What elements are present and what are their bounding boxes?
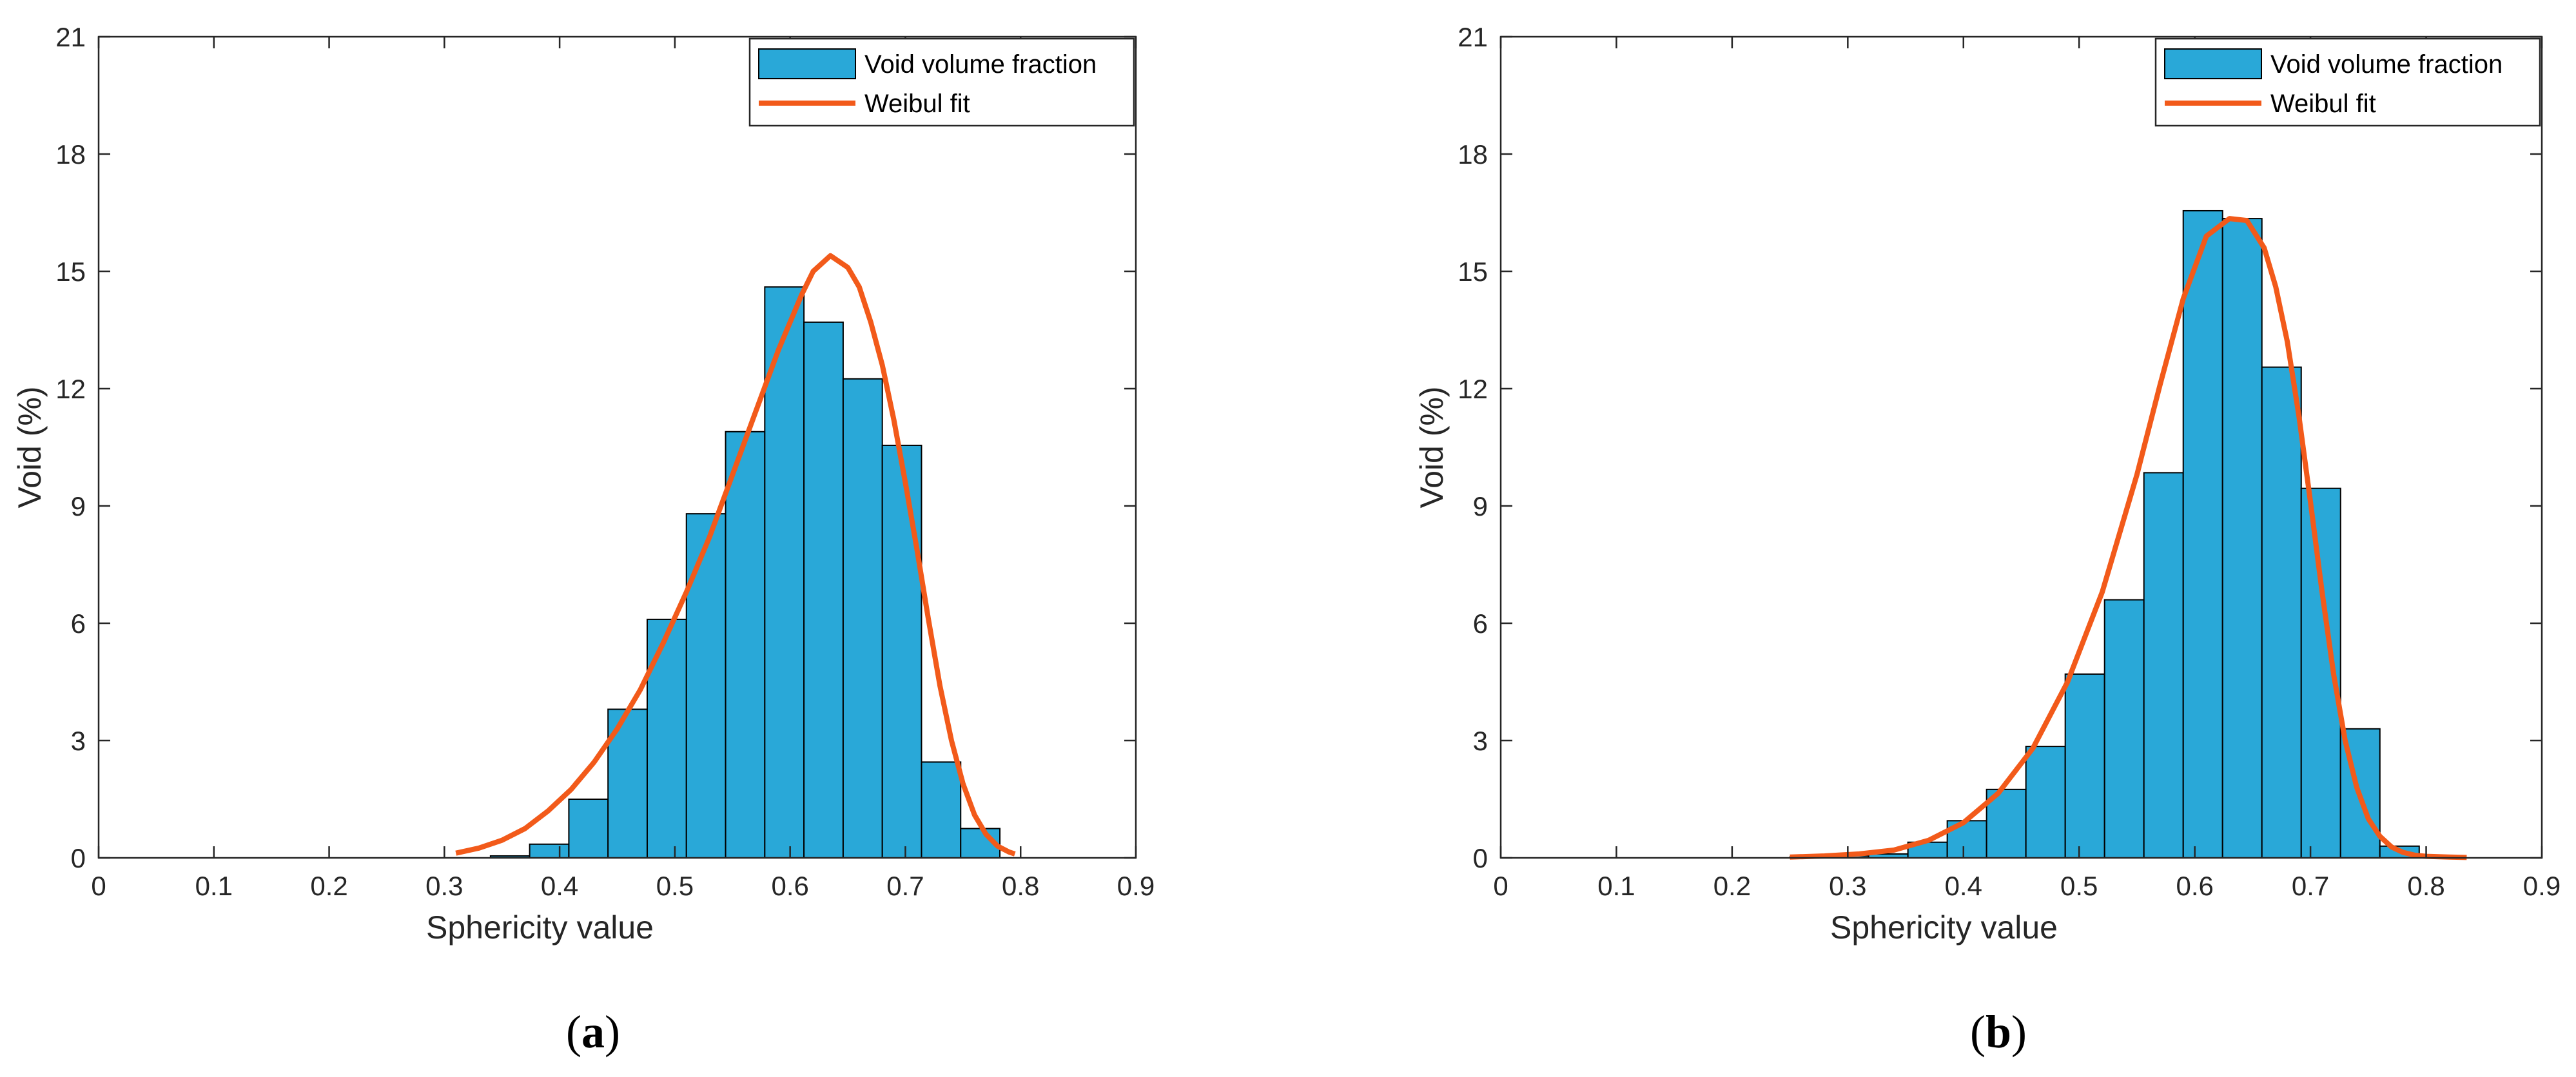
- y-tick-label: 6: [71, 608, 86, 639]
- chart-panel-b: 0 0.1 0.2 0.3 0.4 0.5 0.6 0.7 0.8 0.9 0 3 6 9 12 15 18 2…: [1414, 22, 2561, 1058]
- x-tick-labels: 0 0.1 0.2 0.3 0.4 0.5 0.6 0.7 0.8 0.9: [1493, 871, 2561, 901]
- histogram-bar: [2103, 599, 2145, 859]
- caption-open: (: [566, 1006, 581, 1058]
- histogram-bar: [921, 761, 962, 859]
- histogram-bar: [725, 431, 766, 859]
- histogram-bar: [2261, 366, 2302, 859]
- x-tick-label: 0.9: [1117, 871, 1155, 901]
- caption-close: ): [2011, 1006, 2027, 1058]
- weibull-fit-line: [1790, 216, 2467, 860]
- caption-close: ): [605, 1006, 620, 1058]
- histogram-bars: [489, 286, 1001, 859]
- y-tick-label: 9: [1473, 491, 1488, 521]
- x-tick-label: 0.1: [195, 871, 233, 901]
- legend: Void volume fraction Weibul fit: [2154, 37, 2541, 127]
- histogram-bar: [2221, 218, 2263, 859]
- y-tick-label: 15: [1458, 257, 1488, 287]
- x-tick-label: 0: [1493, 871, 1508, 901]
- axis-ticks: [97, 35, 1137, 859]
- legend-swatch-bars: [758, 48, 856, 79]
- x-tick-label: 0.8: [2407, 871, 2444, 901]
- x-tick-label: 0.6: [2176, 871, 2213, 901]
- panel-caption: (a): [566, 1006, 620, 1058]
- x-tick-label: 0.7: [886, 871, 924, 901]
- weibull-fit-line: [455, 253, 1016, 857]
- chart-panel-a: 0 0.1 0.2 0.3 0.4 0.5 0.6 0.7 0.8 0.9 0 3 6 9 12 15 18 2…: [12, 22, 1155, 1058]
- legend-label-bars: Void volume fraction: [2270, 50, 2503, 79]
- y-tick-label: 6: [1473, 608, 1488, 639]
- histogram-bar: [2025, 746, 2066, 859]
- legend: Void volume fraction Weibul fit: [748, 37, 1135, 127]
- histogram-bars: [1789, 209, 2459, 859]
- x-tick-label: 0.5: [2060, 871, 2098, 901]
- histogram-bar: [803, 321, 844, 859]
- y-tick-label: 12: [55, 374, 86, 404]
- histogram-bar: [881, 444, 922, 859]
- x-tick-label: 0.4: [1945, 871, 1982, 901]
- y-tick-labels: 0 3 6 9 12 15 18 21: [1458, 22, 1488, 873]
- x-tick-label: 0.3: [1829, 871, 1866, 901]
- histogram-bar: [685, 513, 727, 859]
- histogram-bar: [2064, 673, 2105, 859]
- legend-label-fit: Weibul fit: [864, 90, 970, 118]
- legend-swatch-bars: [2164, 48, 2262, 79]
- x-tick-label: 0.1: [1597, 871, 1635, 901]
- y-tick-label: 0: [1473, 843, 1488, 873]
- y-tick-label: 0: [71, 843, 86, 873]
- axis-ticks: [1499, 35, 2543, 859]
- x-axis-label: Sphericity value: [426, 909, 654, 946]
- x-tick-label: 0.7: [2292, 871, 2329, 901]
- x-tick-label: 0: [91, 871, 106, 901]
- x-tick-label: 0.5: [656, 871, 694, 901]
- y-axis-label: Void (%): [1414, 387, 1450, 509]
- x-tick-label: 0.4: [541, 871, 578, 901]
- y-tick-label: 18: [1458, 139, 1488, 170]
- caption-letter: b: [1986, 1006, 2011, 1058]
- y-tick-label: 3: [71, 726, 86, 756]
- x-tick-label: 0.2: [1713, 871, 1751, 901]
- x-tick-label: 0.8: [1002, 871, 1039, 901]
- plot-area-frame: [97, 35, 1137, 859]
- histogram-bar: [568, 799, 609, 859]
- plot-area-frame: [1499, 35, 2543, 859]
- x-tick-labels: 0 0.1 0.2 0.3 0.4 0.5 0.6 0.7 0.8 0.9: [91, 871, 1155, 901]
- x-tick-label: 0.3: [425, 871, 463, 901]
- legend-label-fit: Weibul fit: [2270, 90, 2376, 118]
- x-tick-label: 0.9: [2523, 871, 2561, 901]
- y-tick-label: 18: [55, 139, 86, 170]
- y-tick-label: 15: [55, 257, 86, 287]
- y-tick-label: 12: [1458, 374, 1488, 404]
- caption-open: (: [1970, 1006, 1986, 1058]
- y-tick-label: 21: [1458, 22, 1488, 52]
- y-tick-labels: 0 3 6 9 12 15 18 21: [55, 22, 86, 873]
- y-tick-label: 21: [55, 22, 86, 52]
- caption-letter: a: [581, 1006, 605, 1058]
- y-tick-label: 9: [71, 491, 86, 521]
- panel-caption: (b): [1970, 1006, 2027, 1058]
- x-tick-label: 0.2: [310, 871, 347, 901]
- histogram-bar: [842, 378, 883, 859]
- y-tick-label: 3: [1473, 726, 1488, 756]
- legend-label-bars: Void volume fraction: [864, 50, 1097, 79]
- histogram-bar: [2143, 472, 2184, 859]
- x-axis-label: Sphericity value: [1830, 909, 2058, 946]
- x-tick-label: 0.6: [771, 871, 808, 901]
- histogram-bar: [2182, 209, 2223, 859]
- histogram-bar: [529, 843, 570, 859]
- histogram-bar: [646, 618, 687, 859]
- y-axis-label: Void (%): [12, 387, 48, 509]
